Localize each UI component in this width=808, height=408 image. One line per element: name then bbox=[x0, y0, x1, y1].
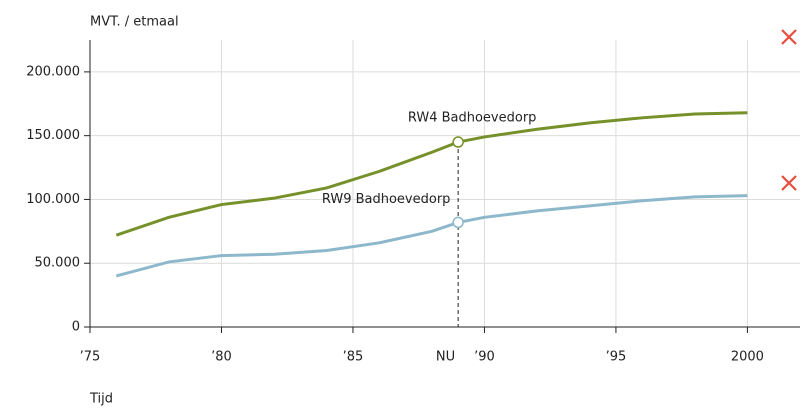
y-tick-label: 200.000 bbox=[26, 64, 80, 79]
x-axis-title: Tijd bbox=[89, 392, 113, 407]
y-tick-label: 100.000 bbox=[26, 192, 80, 207]
y-axis-title: MVT. / etmaal bbox=[90, 15, 179, 30]
remove-series-button[interactable] bbox=[778, 26, 800, 48]
y-tick-label: 0 bbox=[72, 320, 80, 335]
series-label: RW4 Badhoevedorp bbox=[408, 111, 537, 126]
series-line bbox=[115, 194, 748, 278]
y-tick-label: 150.000 bbox=[26, 128, 80, 143]
series-line bbox=[115, 111, 748, 237]
x-tick-label: ’95 bbox=[606, 350, 627, 365]
x-tick-label: ’75 bbox=[80, 350, 101, 365]
x-tick-label: 2000 bbox=[731, 350, 764, 365]
y-tick-label: 50.000 bbox=[35, 256, 81, 271]
x-tick-label: ’85 bbox=[343, 350, 364, 365]
series-label: RW9 Badhoevedorp bbox=[322, 192, 451, 207]
remove-series-button[interactable] bbox=[778, 172, 800, 194]
now-point bbox=[452, 136, 464, 148]
now-point bbox=[452, 216, 464, 229]
x-tick-label: ’80 bbox=[211, 350, 232, 365]
now-label: NU bbox=[436, 350, 455, 365]
x-tick-label: ’90 bbox=[474, 350, 495, 365]
